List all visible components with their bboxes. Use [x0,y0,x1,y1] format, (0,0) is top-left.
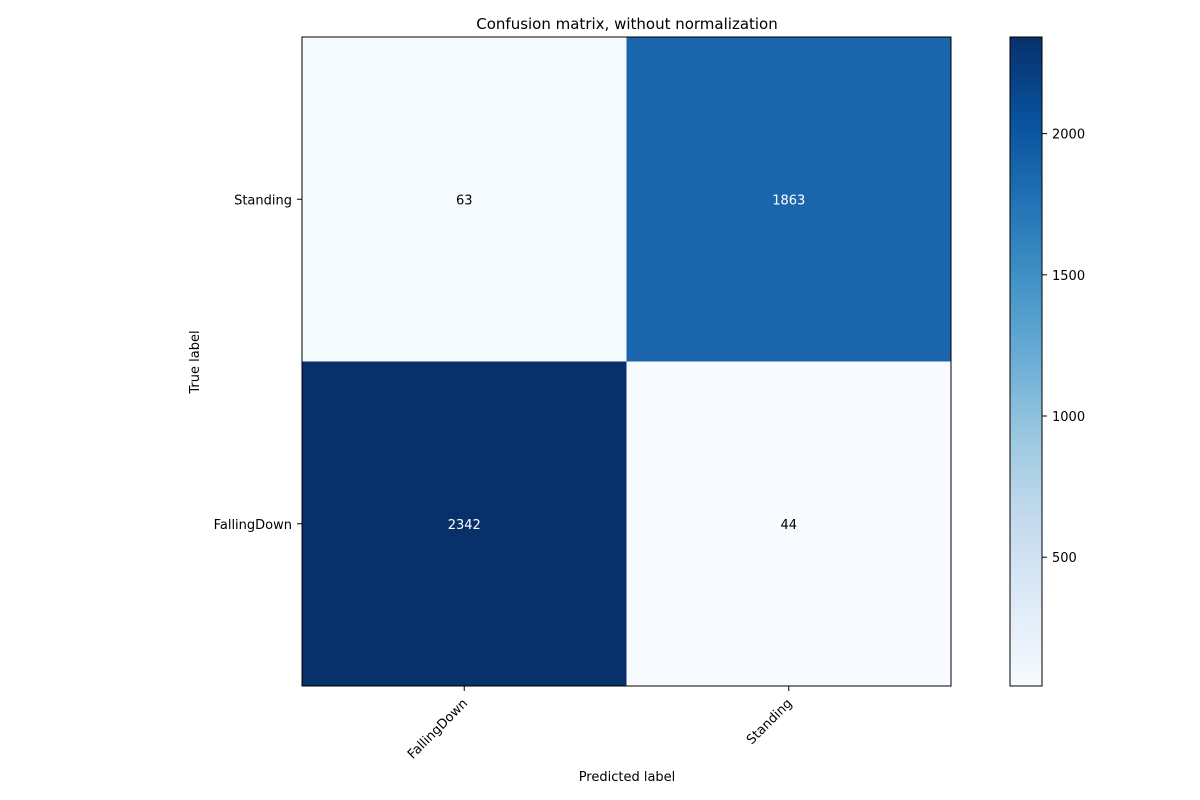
matrix-cells: 63 1863 2342 44 [302,37,952,687]
colorbar-ticks: 500 1000 1500 2000 [1042,128,1085,566]
y-axis-label: True label [188,330,203,394]
matrix-cell [626,37,952,362]
colorbar-tick-label: 1500 [1052,269,1085,284]
matrix-frame [301,36,952,687]
x-axis-label: Predicted label [579,770,676,785]
y-tick-label: FallingDown [214,518,292,533]
colorbar-tick-label: 2000 [1052,128,1085,143]
x-tick-label: Standing [744,696,796,748]
cell-value-label: 63 [456,193,473,208]
y-tick-label: Standing [234,193,292,208]
colorbar-gradient [1010,37,1042,686]
cell-value-label: 1863 [772,193,805,208]
x-tick-label: FallingDown [405,696,471,762]
colorbar-tick-label: 500 [1052,551,1077,566]
cell-value-label: 44 [780,518,797,533]
x-axis-ticks: FallingDown Standing [405,686,796,762]
chart-title: Confusion matrix, without normalization [476,15,778,33]
colorbar: 500 1000 1500 2000 [1009,36,1085,687]
matrix-cell [302,37,627,362]
colorbar-frame [1009,36,1043,687]
colorbar-tick-label: 1000 [1052,410,1085,425]
y-axis-ticks: Standing FallingDown [214,193,302,533]
matrix-cell [626,361,952,687]
matrix-cell [302,361,627,687]
cell-value-label: 2342 [448,518,481,533]
